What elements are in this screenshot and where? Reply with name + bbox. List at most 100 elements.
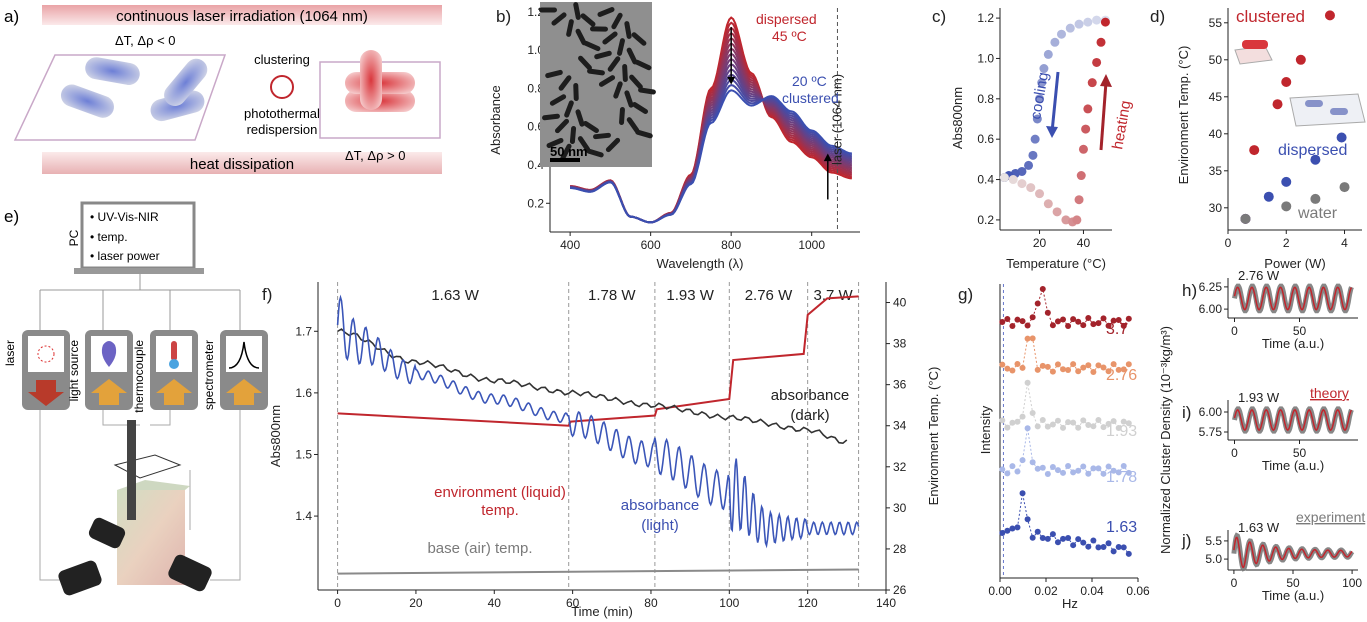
nanorod [593,132,611,140]
cooling-point [1024,160,1034,170]
shared-y-axis-label: Normalized Cluster Density (10⁻³kg/m³) [1158,326,1173,554]
dispersed-point [1281,176,1292,187]
cooling-point [1032,114,1042,124]
x-tick-label: 0.02 [1034,584,1058,598]
nanorod [566,19,574,37]
panel-label-a: a) [4,7,19,26]
spectrum-point [1120,366,1127,373]
arrow-up-icon [91,379,127,405]
chart-d: d) 0 2 4 30 35 40 45 50 55 clustered dispersed water… [1150,7,1366,271]
panel-e: e) PC • UV-Vis-NIR • temp. • laser power… [3,201,268,596]
x-axis-label: Temperature (°C) [1006,256,1106,271]
x-axis-label: Time (min) [571,604,633,619]
spectrum-point [1009,525,1016,532]
y2-tick-label: 28 [893,542,907,556]
spectrum-point [1095,465,1102,472]
clustered-annotation: clustered [1236,7,1305,26]
nanorod [551,12,567,26]
power-label: 1.93 W [1238,390,1280,405]
arrow-up-head [823,153,832,162]
spectrum-point [1060,469,1067,476]
spectrum-point [1100,364,1107,371]
power-label: 2.76 W [1238,268,1280,283]
power-label: 1.63 [1106,519,1137,536]
spectrum-point [1044,309,1051,316]
cooling-point [1043,49,1053,59]
cooling-point [1056,29,1066,39]
spectrum-point [1049,463,1056,470]
nanorod [549,94,567,106]
spectrum-point [1110,361,1117,368]
y2-axis-label: Environment Temp. (°C) [926,367,941,506]
x-tick-label: 0.00 [988,584,1012,598]
power-label: 1.78 W [588,287,636,304]
cooling-point [1074,19,1084,29]
heating-point [1017,179,1027,189]
spectrum-point [1034,465,1041,472]
x-axis-label: Time (a.u.) [1262,588,1324,603]
clustering-label: clustering [254,52,310,67]
rod [150,90,205,122]
x-tick-label: 0 [1231,576,1238,590]
pc-item: • temp. [90,230,128,244]
spectrum-point [1085,315,1092,322]
nanorod [573,2,581,20]
chart-c: c) 20 40 0.2 0.4 0.6 0.8 1.0 1.2 cooling heating Te… [932,7,1134,271]
heating-point [1081,124,1091,134]
spectrum-point [1115,317,1122,324]
y2-tick-label: 32 [893,460,907,474]
rod [360,50,382,110]
scale-bar [550,158,580,162]
spectrum-point [1019,318,1026,325]
spectrum-point [1100,315,1107,322]
heating-point [1043,199,1053,209]
spectrum-point [1004,316,1011,323]
spectrum-point [1054,539,1061,546]
spectrum-point [1085,422,1092,429]
x-tick-label: 50 [1293,324,1307,338]
y-tick-label: 5.0 [1205,552,1222,566]
module-light-source: light source [67,330,133,410]
nanorod [613,81,623,99]
nanorod [626,117,640,133]
theory-line [1233,286,1353,311]
abs-dark-annotation: absorbance [771,387,849,404]
cycle-arrow-icon [270,75,294,99]
spectrum-point [1125,550,1132,557]
nanorod [575,109,585,127]
scale-bar-label: 50 nm [550,144,588,159]
chart-hij: h) 0 50 6.00 6.25 2.76 W Time (a.u.) i) 0 50 5.75 6… [1158,268,1365,603]
nanorod [558,75,572,91]
y-tick-label: 45 [1209,90,1223,104]
spectrum-point [1105,463,1112,470]
spectrum-point [1024,425,1031,432]
spectrum-point [1054,467,1061,474]
dispersed-plane [13,54,227,141]
nanorod [573,83,579,101]
cooling-point [1092,15,1102,25]
y2-tick-label: 38 [893,337,907,351]
nanorod [598,75,616,87]
dispersed-annotation: dispersed [1278,142,1347,159]
spectrum-point [1080,364,1087,371]
spectrum-point [1004,470,1011,477]
heating-point [1074,195,1084,205]
panel-label-c: c) [932,7,946,26]
theory-legend: theory [1310,385,1349,401]
y-tick-label: 1.2 [977,11,994,25]
nanorod [622,64,628,82]
theory-line [1233,409,1353,432]
nanorod [626,47,638,65]
spectrum-point [1049,531,1056,538]
nanorod [542,113,560,121]
clustered-point [1249,145,1260,156]
y-tick-label: 0.2 [977,213,994,227]
y-tick-label: 50 [1209,53,1223,67]
power-label: 1.63 W [1238,520,1280,535]
y-tick-label: 1.5 [295,447,312,461]
spectrum-point [1049,368,1056,375]
spectrum-point [1110,548,1117,555]
cooling-arrow-head [1046,126,1058,138]
nanorod [583,40,601,52]
